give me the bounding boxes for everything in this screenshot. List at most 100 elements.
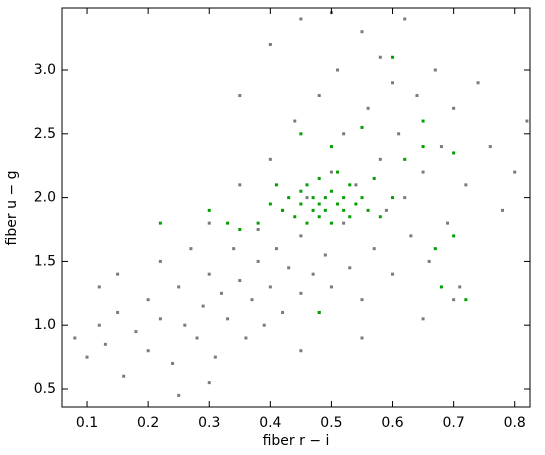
- point: [311, 208, 315, 212]
- point: [342, 196, 346, 200]
- x-tick-label: 0.1: [76, 415, 98, 431]
- point: [226, 317, 230, 321]
- point: [397, 132, 401, 136]
- point: [391, 272, 395, 276]
- point: [238, 228, 242, 232]
- point: [268, 202, 272, 206]
- point: [513, 170, 517, 174]
- point: [299, 17, 303, 21]
- point: [238, 94, 242, 98]
- point: [116, 310, 120, 314]
- point: [219, 291, 223, 295]
- point: [226, 221, 230, 225]
- point: [305, 221, 309, 225]
- point: [354, 183, 358, 187]
- point: [439, 285, 443, 289]
- point: [262, 323, 266, 327]
- plot-area: [62, 8, 530, 407]
- point: [372, 176, 376, 180]
- point: [488, 145, 492, 149]
- point: [256, 228, 260, 232]
- point: [97, 285, 101, 289]
- point: [439, 145, 443, 149]
- point: [342, 132, 346, 136]
- point: [183, 323, 187, 327]
- point: [391, 81, 395, 85]
- point: [360, 336, 364, 340]
- point: [446, 221, 450, 225]
- point: [409, 234, 413, 238]
- point: [433, 247, 437, 251]
- point: [73, 336, 77, 340]
- point: [476, 81, 480, 85]
- point: [372, 247, 376, 251]
- y-tick-label: 2.5: [34, 126, 56, 142]
- point: [464, 183, 468, 187]
- y-tick-label: 3.0: [34, 62, 56, 78]
- point: [323, 208, 327, 212]
- point: [360, 125, 364, 129]
- point: [452, 151, 456, 155]
- point: [177, 285, 181, 289]
- point: [329, 189, 333, 193]
- point: [134, 330, 138, 334]
- point: [415, 94, 419, 98]
- point: [274, 247, 278, 251]
- point: [238, 183, 242, 187]
- point: [146, 298, 150, 302]
- point: [452, 298, 456, 302]
- point: [171, 361, 175, 365]
- point: [177, 393, 181, 397]
- point: [268, 285, 272, 289]
- point: [342, 208, 346, 212]
- point: [317, 202, 321, 206]
- y-tick-label: 2.0: [34, 190, 56, 206]
- point: [207, 381, 211, 385]
- point: [329, 145, 333, 149]
- x-tick-label: 0.6: [381, 415, 403, 431]
- point: [360, 30, 364, 34]
- point: [501, 208, 505, 212]
- point: [287, 196, 291, 200]
- point: [116, 272, 120, 276]
- point: [207, 221, 211, 225]
- point: [421, 317, 425, 321]
- point: [305, 183, 309, 187]
- x-tick-label: 0.7: [442, 415, 464, 431]
- point: [299, 202, 303, 206]
- point: [378, 55, 382, 59]
- point: [458, 285, 462, 289]
- point: [317, 176, 321, 180]
- y-axis-label: fiber u − g: [4, 171, 20, 246]
- point: [336, 68, 340, 72]
- point: [464, 298, 468, 302]
- point: [452, 234, 456, 238]
- point: [354, 202, 358, 206]
- point: [317, 215, 321, 219]
- point: [336, 202, 340, 206]
- point: [348, 183, 352, 187]
- point: [317, 94, 321, 98]
- point: [311, 196, 315, 200]
- point: [348, 266, 352, 270]
- point: [85, 355, 89, 359]
- point: [366, 208, 370, 212]
- point: [103, 342, 107, 346]
- point: [207, 208, 211, 212]
- point: [366, 106, 370, 110]
- point: [293, 119, 297, 123]
- point: [342, 221, 346, 225]
- point: [122, 374, 126, 378]
- x-tick-label: 0.5: [320, 415, 342, 431]
- point: [323, 196, 327, 200]
- point: [299, 189, 303, 193]
- plot-frame: [61, 7, 531, 408]
- point: [244, 336, 248, 340]
- point: [158, 259, 162, 263]
- point: [238, 279, 242, 283]
- point: [189, 247, 193, 251]
- point: [281, 208, 285, 212]
- point: [360, 196, 364, 200]
- point: [391, 55, 395, 59]
